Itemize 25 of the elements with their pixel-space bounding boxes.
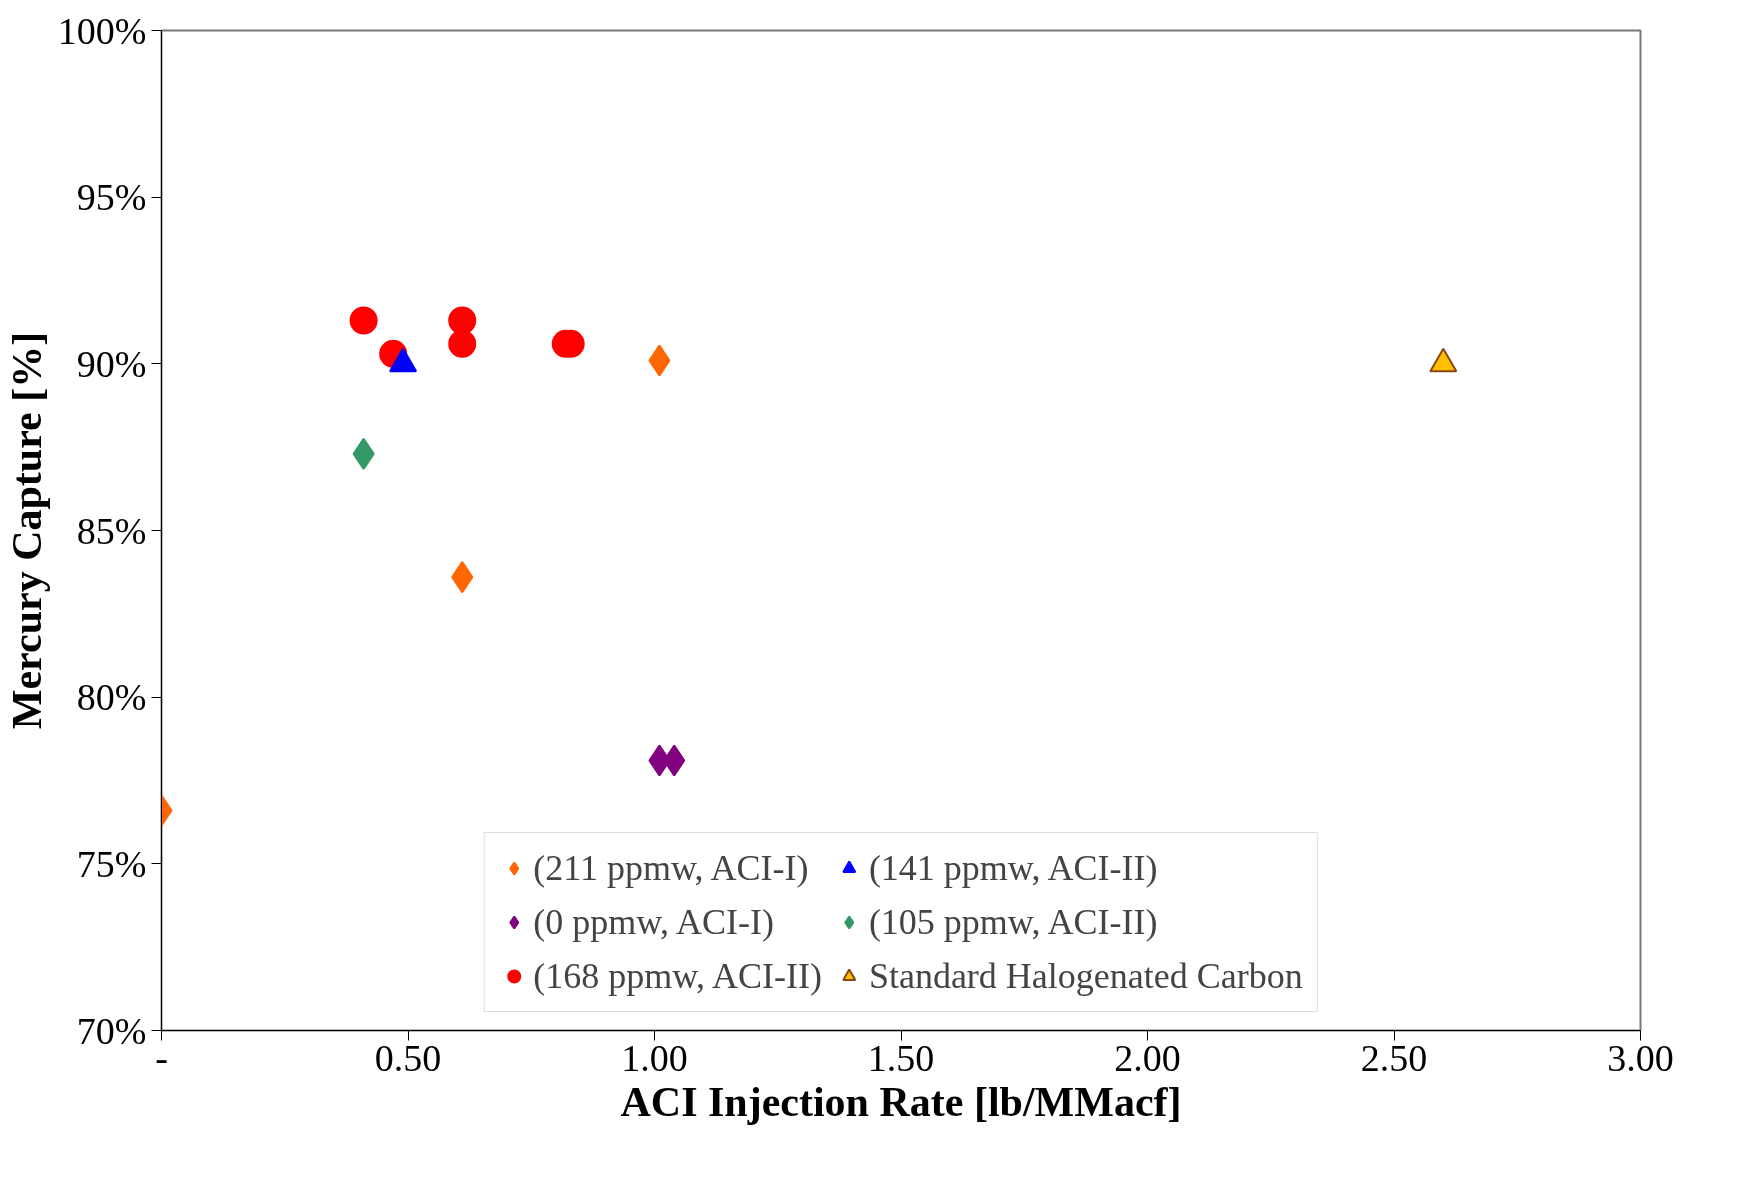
y-tick-label: 95%	[76, 176, 147, 219]
x-tick-label: 2.50	[1360, 1036, 1428, 1079]
y-tick-label: 85%	[76, 509, 147, 552]
y-tick-label: 100%	[57, 9, 147, 52]
point	[448, 306, 477, 335]
x-tick-label: 0.50	[374, 1036, 442, 1079]
legend-label: Standard Halogenated Carbon	[868, 955, 1303, 997]
point	[448, 329, 477, 358]
y-tick-label: 75%	[76, 842, 147, 885]
legend-label: (141 ppmw, ACI-II)	[868, 847, 1158, 889]
y-tick-label: 90%	[76, 342, 147, 385]
x-tick-label: 3.00	[1607, 1036, 1674, 1079]
legend-label: (0 ppmw, ACI-I)	[533, 901, 774, 943]
y-tick-label: 70%	[76, 1009, 147, 1052]
x-tick-label: -	[155, 1036, 168, 1079]
legend-label: (105 ppmw, ACI-II)	[868, 901, 1158, 943]
legend-label: (211 ppmw, ACI-I)	[533, 847, 809, 889]
y-axis-title: Mercury Capture [%]	[3, 331, 50, 730]
point	[349, 306, 378, 335]
y-tick-label: 80%	[76, 676, 147, 719]
x-tick-label: 1.50	[867, 1036, 935, 1079]
x-tick-label: 2.00	[1114, 1036, 1181, 1079]
x-tick-label: 1.00	[621, 1036, 688, 1079]
legend-label: (168 ppmw, ACI-II)	[533, 955, 822, 997]
x-axis-title: ACI Injection Rate [lb/MMacf]	[620, 1078, 1182, 1125]
